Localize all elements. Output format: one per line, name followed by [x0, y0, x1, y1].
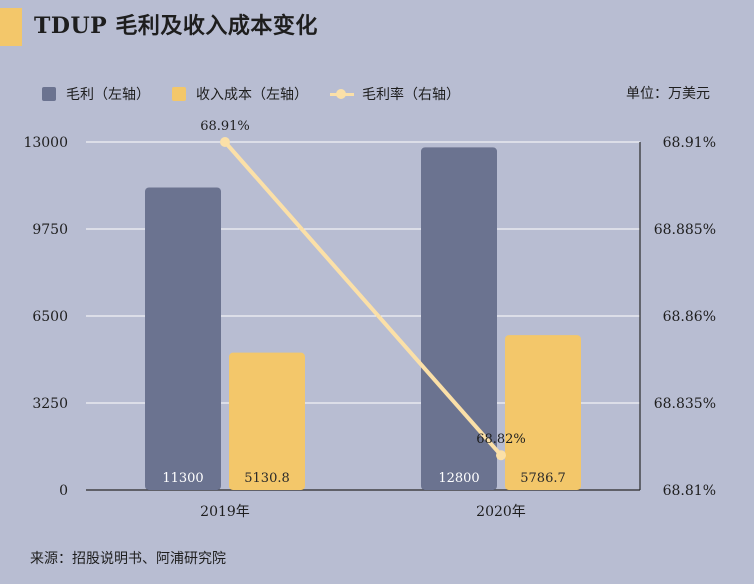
- legend-label-gross-profit: 毛利（左轴）: [66, 87, 150, 103]
- bar: [229, 352, 305, 490]
- bar: [145, 187, 221, 490]
- y-right-tick-label: 68.81%: [663, 483, 716, 499]
- legend-item-gross-margin: 毛利率（右轴）: [330, 84, 460, 104]
- y-left-tick-label: 0: [59, 483, 68, 499]
- y-left-tick-label: 6500: [32, 309, 68, 325]
- y-right-tick-label: 68.86%: [663, 309, 716, 325]
- y-right-tick-label: 68.91%: [663, 135, 716, 151]
- legend: 毛利（左轴） 收入成本（左轴） 毛利率（右轴）: [42, 84, 482, 104]
- bar-data-label: 5130.8: [244, 471, 290, 486]
- bar: [421, 147, 497, 490]
- bar-data-label: 5786.7: [520, 471, 566, 486]
- gross-margin-data-label: 68.91%: [200, 119, 250, 134]
- chart-title: TDUP 毛利及收入成本变化: [34, 13, 318, 39]
- legend-label-cost-of-revenue: 收入成本（左轴）: [196, 87, 308, 103]
- gross-margin-line: [223, 140, 503, 457]
- legend-label-gross-margin: 毛利率（右轴）: [362, 87, 460, 103]
- legend-swatch-gross-profit: [42, 87, 56, 101]
- unit-label: 单位：万美元: [626, 86, 710, 102]
- y-left-tick-label: 13000: [23, 135, 68, 151]
- legend-item-gross-profit: 毛利（左轴）: [42, 84, 150, 104]
- gross-margin-point: [220, 137, 230, 147]
- x-tick-label: 2020年: [476, 504, 526, 520]
- title-accent-bar: [0, 8, 22, 46]
- y-right-tick-label: 68.885%: [654, 222, 716, 238]
- gross-margin-point: [496, 450, 506, 461]
- legend-swatch-cost-of-revenue: [172, 87, 186, 101]
- bar-data-label: 11300: [162, 471, 203, 486]
- y-left-tick-label: 3250: [32, 396, 68, 412]
- legend-item-cost-of-revenue: 收入成本（左轴）: [172, 84, 308, 104]
- source-note: 来源：招股说明书、阿浦研究院: [30, 551, 226, 567]
- bar-data-label: 12800: [438, 471, 479, 486]
- bar: [505, 335, 581, 490]
- legend-swatch-gross-margin: [330, 87, 354, 101]
- x-tick-label: 2019年: [200, 504, 250, 520]
- y-left-tick-label: 9750: [32, 222, 68, 238]
- y-right-tick-label: 68.835%: [654, 396, 716, 412]
- gross-margin-data-label: 68.82%: [476, 432, 526, 447]
